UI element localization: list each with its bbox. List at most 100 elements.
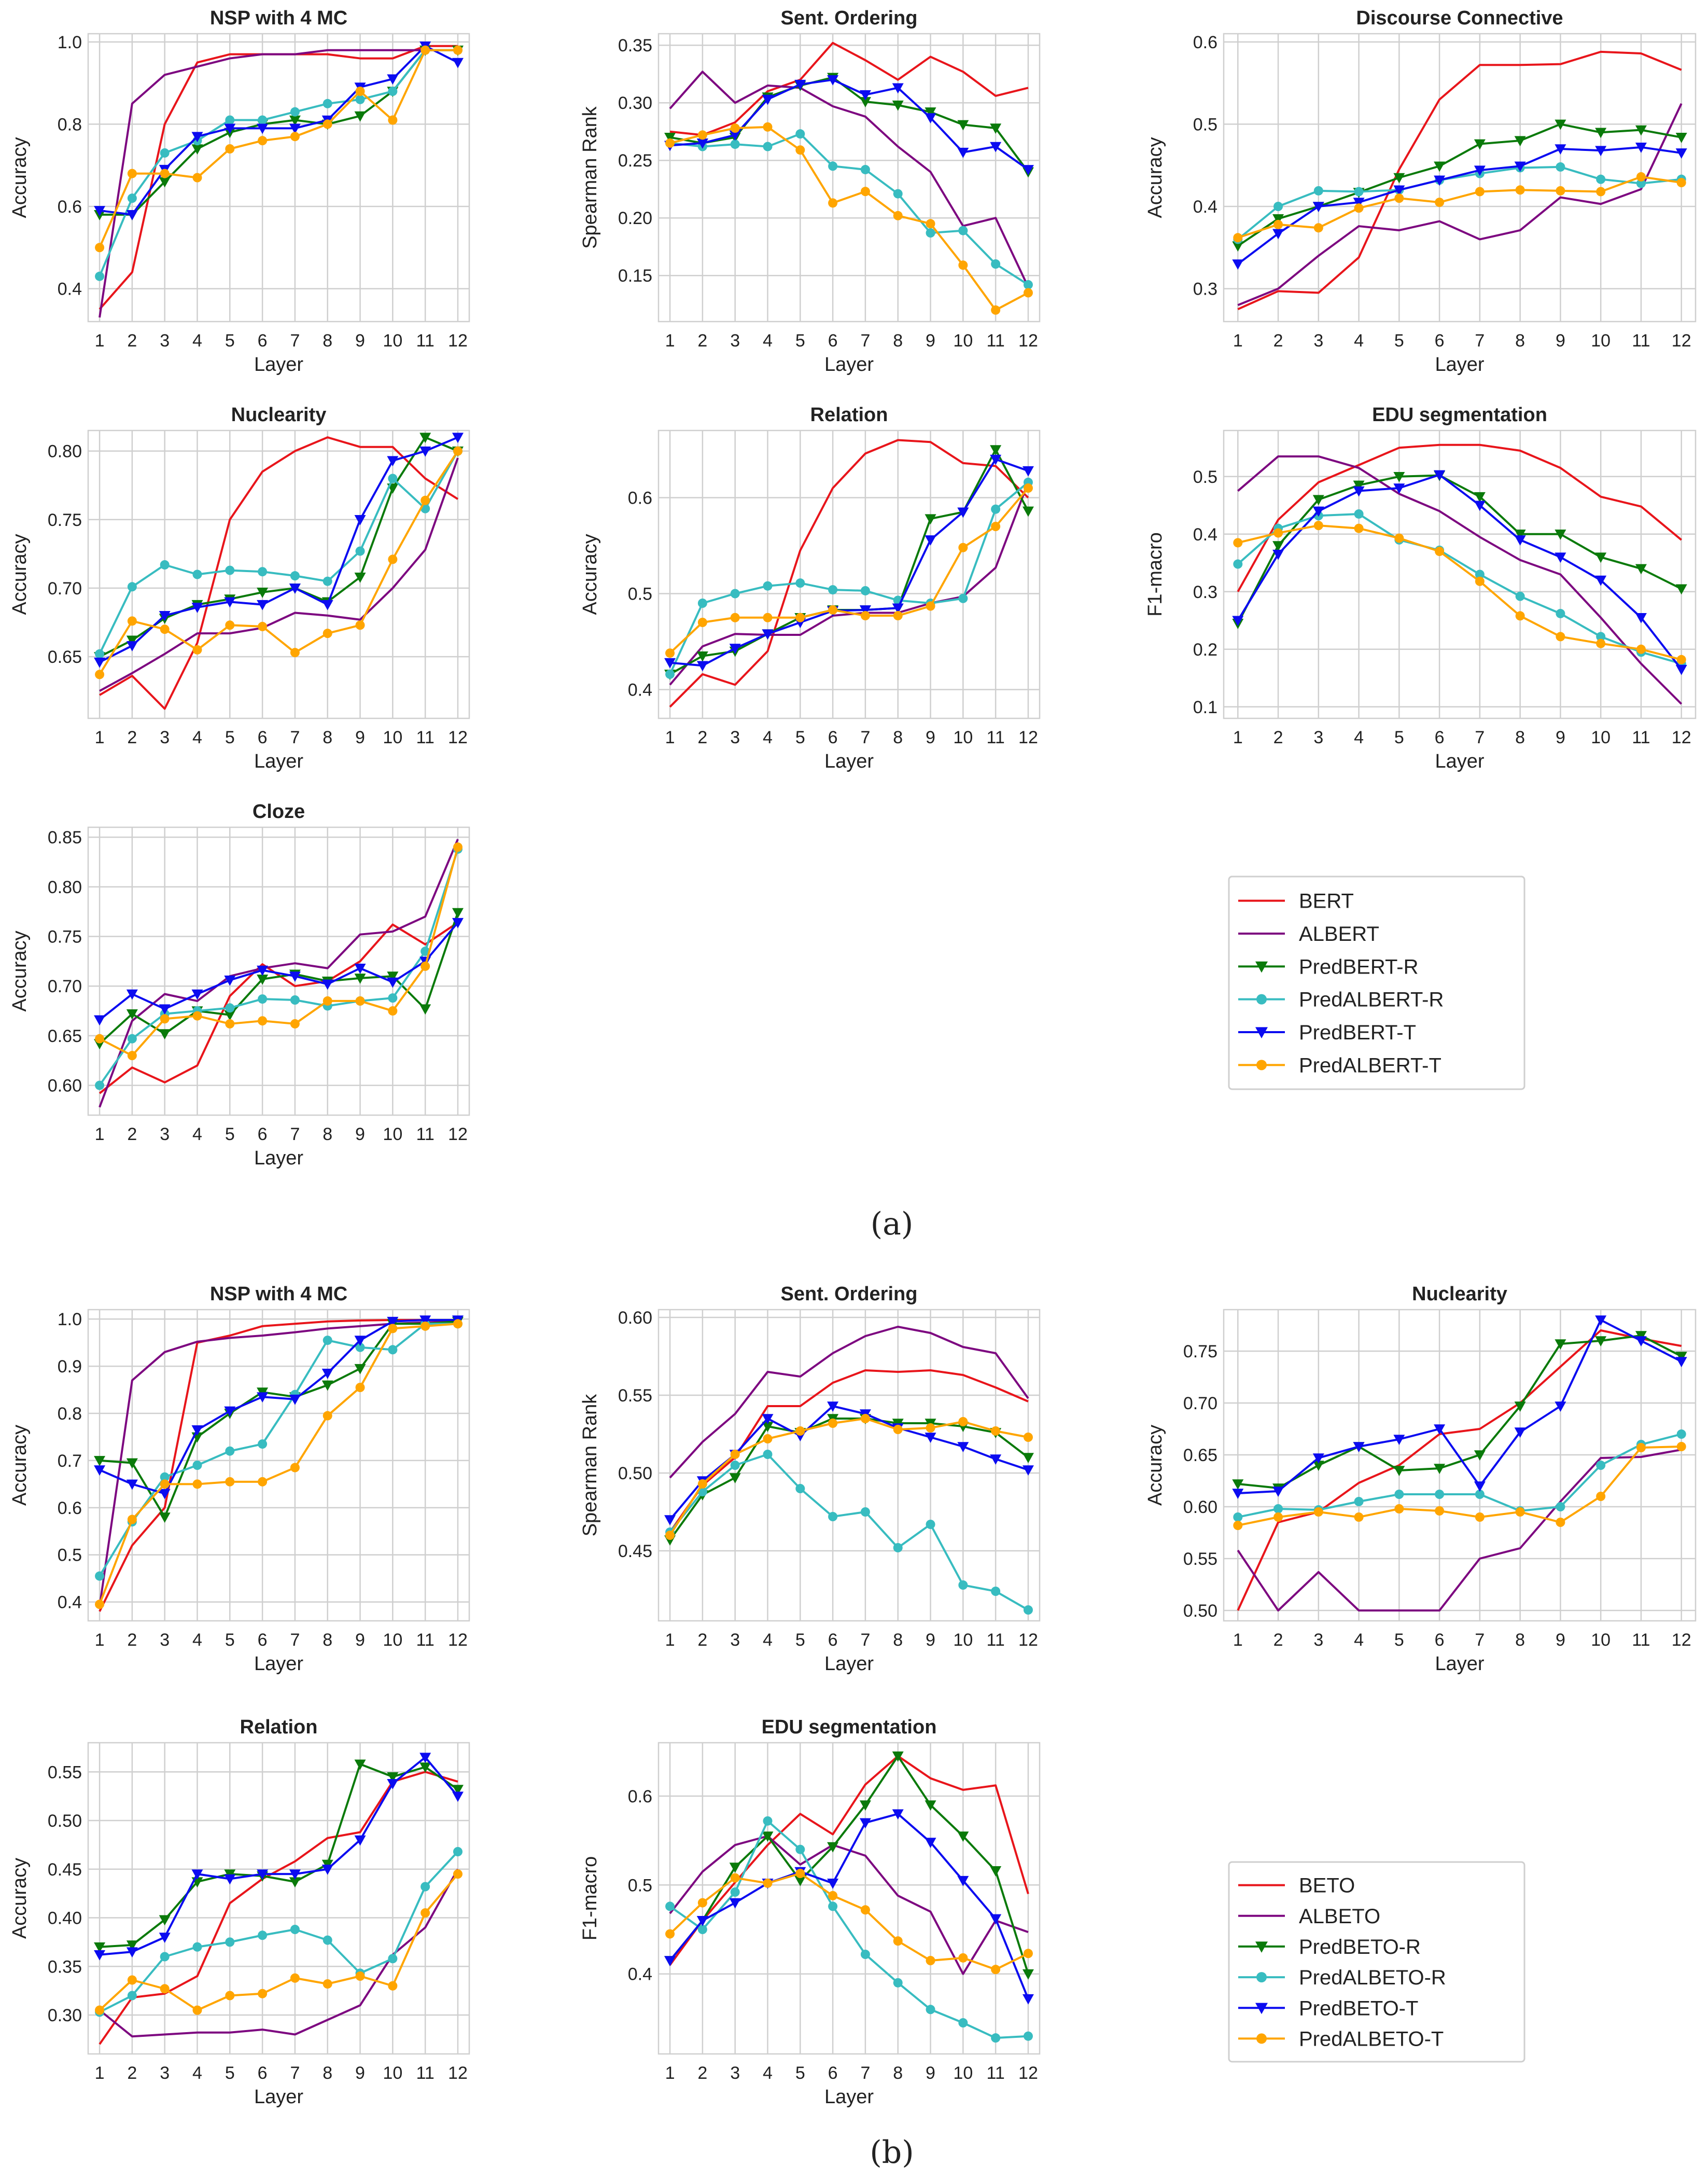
x-tick-label: 5 — [225, 728, 235, 747]
data-point — [94, 1456, 106, 1466]
series-line — [1237, 474, 1682, 624]
series-predalbert-t — [665, 122, 1033, 315]
data-point — [290, 1973, 300, 1983]
data-point — [1595, 146, 1607, 157]
data-point — [1353, 1442, 1365, 1452]
data-point — [925, 1433, 936, 1443]
series-predalbert-t — [95, 842, 463, 1061]
x-tick-label: 2 — [127, 331, 137, 351]
x-tick-label: 8 — [893, 2063, 903, 2083]
data-point — [1635, 1336, 1647, 1346]
data-point — [957, 1442, 969, 1452]
data-point — [453, 1319, 463, 1329]
data-point — [1434, 175, 1446, 186]
data-point — [730, 1887, 740, 1897]
legend-label: PredBERT-R — [1299, 955, 1418, 978]
data-point — [452, 433, 464, 443]
data-point — [795, 129, 805, 139]
data-point — [1232, 241, 1244, 252]
x-axis-label: Layer — [254, 1653, 303, 1675]
x-tick-label: 1 — [95, 2063, 105, 2083]
data-point — [1022, 1994, 1034, 2005]
data-point — [1595, 552, 1607, 563]
data-point — [160, 1984, 170, 1994]
y-tick-label: 0.2 — [1193, 640, 1217, 660]
data-point — [1596, 1492, 1606, 1501]
y-axis-label: Accuracy — [9, 137, 31, 218]
data-point — [1273, 528, 1283, 538]
series-albert — [99, 839, 459, 1108]
x-tick-label: 5 — [225, 2063, 235, 2083]
data-point — [1232, 1489, 1244, 1499]
x-tick-label: 7 — [1475, 728, 1485, 747]
series-line — [1237, 103, 1683, 307]
data-point — [421, 45, 430, 55]
data-point — [355, 1342, 365, 1352]
series-line — [99, 1319, 458, 1612]
data-point — [192, 2005, 202, 2015]
series-predalbert-r — [665, 477, 1033, 679]
data-point — [762, 1414, 774, 1424]
chart-title: Discourse Connective — [1356, 7, 1563, 29]
plot-area — [1223, 1309, 1697, 1622]
data-point — [828, 161, 838, 171]
data-point — [991, 305, 1001, 315]
data-point — [665, 1929, 675, 1939]
y-tick-label: 0.50 — [48, 1811, 82, 1831]
data-point — [354, 111, 366, 122]
series-predalbert-t — [95, 45, 463, 253]
x-tick-label: 9 — [355, 1630, 365, 1650]
data-point — [860, 611, 870, 621]
data-point — [321, 1368, 333, 1379]
x-tick-label: 6 — [258, 1124, 268, 1144]
data-point — [958, 1953, 968, 1963]
data-point — [729, 1898, 741, 1909]
data-point — [1475, 576, 1485, 586]
data-point — [94, 1015, 106, 1026]
chart-title: NSP with 4 MC — [210, 1283, 347, 1305]
series-bert — [1237, 50, 1682, 311]
chart-a4: 1 2 3 4 5 6 7 8 9 10 11 120.650.700.750.80Nuclearit… — [9, 404, 470, 772]
data-point — [1273, 202, 1283, 211]
data-point — [126, 1479, 138, 1490]
data-point — [1022, 1453, 1034, 1463]
x-tick-label: 9 — [355, 728, 365, 747]
data-point — [94, 1942, 106, 1953]
legend-marker — [1255, 961, 1268, 973]
data-point — [1232, 616, 1244, 627]
data-point — [1675, 133, 1687, 143]
data-point — [926, 2005, 935, 2015]
data-point — [696, 661, 708, 672]
y-tick-label: 0.25 — [618, 151, 652, 171]
data-point — [763, 581, 773, 591]
data-point — [224, 123, 236, 134]
data-point — [729, 1863, 741, 1873]
series-line — [669, 126, 1029, 311]
y-tick-label: 0.4 — [1193, 197, 1217, 217]
x-tick-label: 5 — [795, 2063, 805, 2083]
data-point — [127, 193, 137, 203]
data-point — [827, 75, 839, 86]
data-point — [1636, 1443, 1646, 1452]
data-point — [828, 1419, 838, 1428]
data-point — [192, 1942, 202, 1952]
data-point — [126, 1458, 138, 1469]
series-predalbeto-t — [665, 1414, 1033, 1540]
x-tick-label: 11 — [1632, 1630, 1650, 1650]
x-tick-label: 8 — [323, 1124, 332, 1144]
data-point — [827, 1842, 839, 1853]
data-point — [795, 1844, 805, 1854]
legend-label: PredALBERT-T — [1299, 1054, 1441, 1077]
data-point — [892, 83, 904, 94]
series-line — [99, 922, 459, 1021]
data-point — [1474, 165, 1486, 176]
x-tick-label: 11 — [416, 728, 434, 747]
data-point — [225, 620, 235, 630]
x-tick-label: 7 — [290, 2063, 300, 2083]
data-point — [258, 567, 268, 577]
legend-entry: PredALBERT-R — [1238, 989, 1444, 1011]
data-point — [388, 1324, 398, 1333]
data-point — [453, 45, 463, 55]
data-point — [828, 198, 838, 208]
